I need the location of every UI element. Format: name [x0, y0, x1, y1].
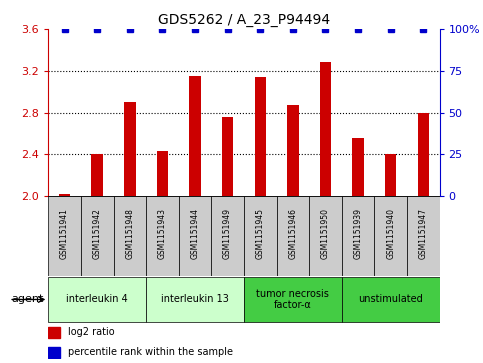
Bar: [48, 327, 60, 338]
Text: GSM1151941: GSM1151941: [60, 208, 69, 259]
Text: unstimulated: unstimulated: [358, 294, 423, 305]
Text: GSM1151943: GSM1151943: [158, 208, 167, 259]
Text: GSM1151940: GSM1151940: [386, 208, 395, 259]
Text: agent: agent: [11, 294, 43, 305]
Text: GSM1151944: GSM1151944: [190, 208, 199, 259]
Title: GDS5262 / A_23_P94494: GDS5262 / A_23_P94494: [158, 13, 330, 26]
Text: interleukin 13: interleukin 13: [161, 294, 229, 305]
FancyBboxPatch shape: [244, 277, 342, 322]
Bar: [91, 154, 103, 196]
Text: GSM1151948: GSM1151948: [125, 208, 134, 259]
Bar: [189, 76, 201, 196]
Bar: [255, 77, 266, 196]
Text: log2 ratio: log2 ratio: [68, 327, 114, 337]
FancyBboxPatch shape: [309, 196, 342, 276]
FancyBboxPatch shape: [146, 196, 179, 276]
FancyBboxPatch shape: [374, 196, 407, 276]
FancyBboxPatch shape: [407, 196, 440, 276]
Text: tumor necrosis
factor-α: tumor necrosis factor-α: [256, 289, 329, 310]
Text: percentile rank within the sample: percentile rank within the sample: [68, 347, 233, 357]
FancyBboxPatch shape: [81, 196, 114, 276]
Text: GSM1151939: GSM1151939: [354, 208, 363, 259]
FancyBboxPatch shape: [342, 196, 374, 276]
Text: interleukin 4: interleukin 4: [66, 294, 128, 305]
Bar: [287, 105, 298, 196]
Text: GSM1151950: GSM1151950: [321, 208, 330, 259]
FancyBboxPatch shape: [48, 277, 146, 322]
Text: GSM1151945: GSM1151945: [256, 208, 265, 259]
FancyBboxPatch shape: [244, 196, 276, 276]
FancyBboxPatch shape: [48, 196, 81, 276]
FancyBboxPatch shape: [179, 196, 212, 276]
Bar: [156, 151, 168, 196]
Text: GSM1151949: GSM1151949: [223, 208, 232, 259]
Bar: [320, 62, 331, 196]
Bar: [48, 347, 60, 358]
Bar: [352, 138, 364, 196]
Bar: [385, 154, 397, 196]
FancyBboxPatch shape: [342, 277, 440, 322]
Text: GSM1151942: GSM1151942: [93, 208, 102, 259]
Bar: [124, 102, 136, 196]
FancyBboxPatch shape: [212, 196, 244, 276]
FancyBboxPatch shape: [146, 277, 244, 322]
FancyBboxPatch shape: [114, 196, 146, 276]
FancyBboxPatch shape: [276, 196, 309, 276]
Bar: [222, 117, 233, 196]
Bar: [59, 194, 71, 196]
Bar: [417, 113, 429, 196]
Text: GSM1151947: GSM1151947: [419, 208, 428, 259]
Text: GSM1151946: GSM1151946: [288, 208, 298, 259]
